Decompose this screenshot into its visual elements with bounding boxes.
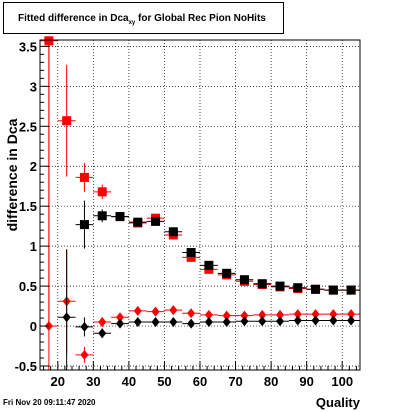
data-point-square <box>275 281 285 291</box>
x-tick-label: 60 <box>193 374 207 389</box>
data-point-diamond <box>293 315 302 326</box>
data-point-diamond <box>329 309 338 320</box>
data-point-diamond <box>347 315 356 326</box>
data-point-diamond <box>151 317 160 328</box>
data-point-diamond <box>187 308 196 319</box>
data-point-diamond <box>98 328 107 339</box>
data-point-square <box>97 187 107 197</box>
data-point-diamond <box>204 309 213 320</box>
y-tick-label: 3 <box>30 79 37 94</box>
y-tick-label: 1.5 <box>19 199 37 214</box>
data-point-square <box>62 116 72 126</box>
data-point-square <box>97 211 107 221</box>
data-point-diamond <box>204 317 213 328</box>
data-point-square <box>168 227 178 237</box>
x-tick-label: 20 <box>51 374 65 389</box>
data-point-diamond <box>240 310 249 321</box>
y-tick-label: 2 <box>30 159 37 174</box>
chart-title-box: Fitted difference in Dcaxy for Global Re… <box>3 2 284 34</box>
x-tick-label: 70 <box>228 374 242 389</box>
data-point-diamond <box>311 315 320 326</box>
data-point-square <box>79 172 89 182</box>
data-point-diamond <box>258 309 267 320</box>
series-layer <box>40 36 360 370</box>
y-tick-label: 1 <box>30 239 37 254</box>
x-tick-label: 50 <box>157 374 171 389</box>
chart-title-text: Fitted difference in Dca <box>18 13 129 24</box>
data-point-square <box>186 252 196 262</box>
y-tick-label: 3.5 <box>19 39 37 54</box>
data-point-square <box>311 284 321 294</box>
y-tick-label: -0.5 <box>15 359 37 374</box>
data-point-diamond <box>62 312 71 323</box>
data-point-diamond <box>258 316 267 327</box>
chart-title-subscript: xy <box>128 20 136 26</box>
data-point-diamond <box>222 310 231 321</box>
data-point-diamond <box>347 309 356 320</box>
x-tick-label: 90 <box>299 374 313 389</box>
data-point-square <box>328 285 338 295</box>
data-point-diamond <box>116 318 124 329</box>
data-point-diamond <box>116 312 124 323</box>
y-axis-label: difference in Dca <box>4 118 20 231</box>
data-point-diamond <box>293 309 302 320</box>
y-tick-label: 2.5 <box>19 119 37 134</box>
x-tick-label: 40 <box>122 374 136 389</box>
data-point-diamond <box>133 305 142 316</box>
chart-title: Fitted difference in Dcaxy for Global Re… <box>18 13 266 26</box>
data-series <box>57 249 360 370</box>
data-series <box>40 36 360 329</box>
data-point-diamond <box>311 309 320 320</box>
data-series <box>40 40 360 370</box>
data-point-diamond <box>98 317 107 328</box>
data-point-square <box>151 216 161 226</box>
data-point-square <box>133 217 143 227</box>
data-point-diamond <box>187 318 196 329</box>
x-axis-label: Quality <box>315 395 360 410</box>
data-point-square <box>186 248 196 258</box>
data-point-diamond <box>169 317 178 328</box>
data-point-diamond <box>276 316 284 327</box>
x-tick-label: 100 <box>331 374 353 389</box>
data-point-square <box>293 283 303 293</box>
y-tick-label: 0.5 <box>19 279 37 294</box>
data-point-diamond <box>329 315 338 326</box>
data-point-diamond <box>240 316 249 327</box>
data-point-diamond <box>80 349 89 360</box>
y-tick-label: 0 <box>30 319 37 334</box>
data-point-diamond <box>169 305 178 316</box>
data-point-square <box>79 220 89 230</box>
data-point-diamond <box>151 306 160 317</box>
data-point-diamond <box>276 309 284 320</box>
data-series <box>75 200 360 295</box>
x-tick-label: 30 <box>86 374 100 389</box>
chart-title-rest: for Global Rec Pion NoHits <box>135 13 266 24</box>
data-point-square <box>239 275 249 285</box>
data-point-diamond <box>222 317 231 328</box>
data-point-square <box>115 212 125 222</box>
data-point-square <box>346 285 356 295</box>
data-point-square <box>257 279 267 289</box>
data-point-square <box>204 260 214 270</box>
data-point-square <box>222 268 232 278</box>
x-tick-label: 80 <box>264 374 278 389</box>
data-point-diamond <box>133 317 142 328</box>
axes: 20 30 40 50 60 70 80 90 100 -0.5 0 0.5 1 1.5 2 2.5 3 3.5 <box>15 39 357 389</box>
timestamp: Fri Nov 20 09:11:47 2020 <box>3 398 96 407</box>
data-point-diamond <box>80 321 89 332</box>
